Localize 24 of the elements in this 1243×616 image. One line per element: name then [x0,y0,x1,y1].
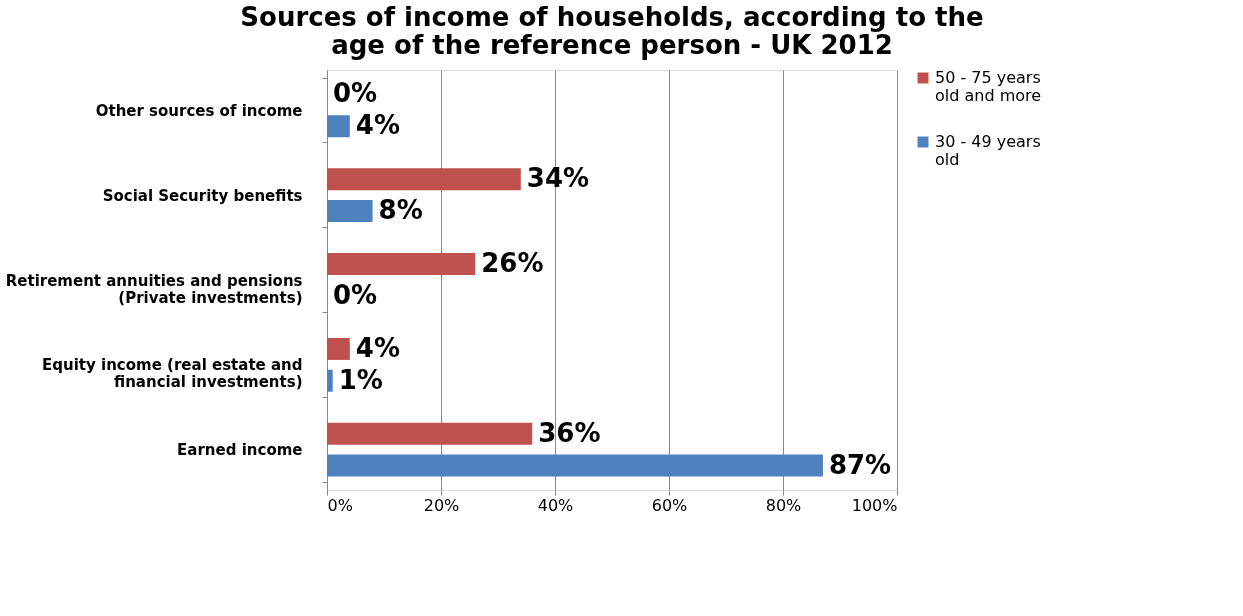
legend-label: 30 - 49 years old [935,132,1041,169]
data-label: 4% [355,110,400,141]
data-label: 0% [333,78,378,109]
data-label: 36% [538,417,601,448]
y-tick-label: Earned income [177,441,303,460]
x-tick-label: 0% [327,495,353,515]
chart-title: Sources of income of households, according to the age of the reference person - UK 2012 [240,2,984,60]
data-label: 34% [526,163,590,194]
x-tick-label: 80% [765,495,802,515]
data-label: 0% [333,279,378,310]
y-tick-label: Social Security benefits [102,186,303,205]
data-label: 4% [355,332,400,363]
data-label: 1% [338,364,383,395]
x-tick-label: 20% [423,495,460,515]
y-tick-label: Retirement annuities and pensions (Private investments) [5,271,303,307]
x-tick-label: 100% [851,495,898,515]
x-tick-label: 40% [537,495,574,515]
data-label: 87% [828,449,892,480]
x-tick-label: 60% [651,495,688,515]
data-label: 8% [378,195,423,226]
data-label: 26% [481,248,544,279]
y-tick-label: Equity income (real estate and financial investments) [42,356,303,392]
y-tick-label: Other sources of income [95,101,303,120]
legend-label: 50 - 75 years old and more [935,68,1042,105]
